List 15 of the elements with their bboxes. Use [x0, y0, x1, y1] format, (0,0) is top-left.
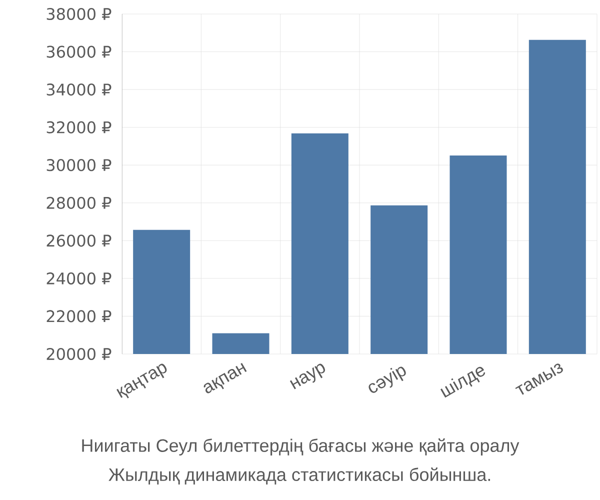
x-tick-label: ақпан: [204, 362, 247, 394]
text: Жылдық динамикада статистикасы бойынша.: [108, 468, 490, 484]
x-tick-label: наур: [290, 364, 326, 390]
y-tick-label: 20000 ₽: [46, 348, 112, 360]
y-tick-label: 32000 ₽: [46, 121, 112, 134]
y-tick-label: 36000 ₽: [46, 46, 112, 58]
y-tick-label: 34000 ₽: [46, 84, 112, 96]
y-tick-label: 28000 ₽: [46, 196, 112, 209]
y-tick-label: 22000 ₽: [46, 310, 112, 322]
text: Ниигаты Сеул билеттердің бағасы және қайта оралу: [82, 438, 520, 456]
y-tick-label: 26000 ₽: [46, 234, 112, 247]
y-tick-label: 24000 ₽: [46, 272, 112, 284]
y-tick-label: 30000 ₽: [46, 159, 112, 172]
y-tick-label: 38000 ₽: [46, 8, 112, 20]
x-tick-label: сәуір: [368, 366, 406, 393]
